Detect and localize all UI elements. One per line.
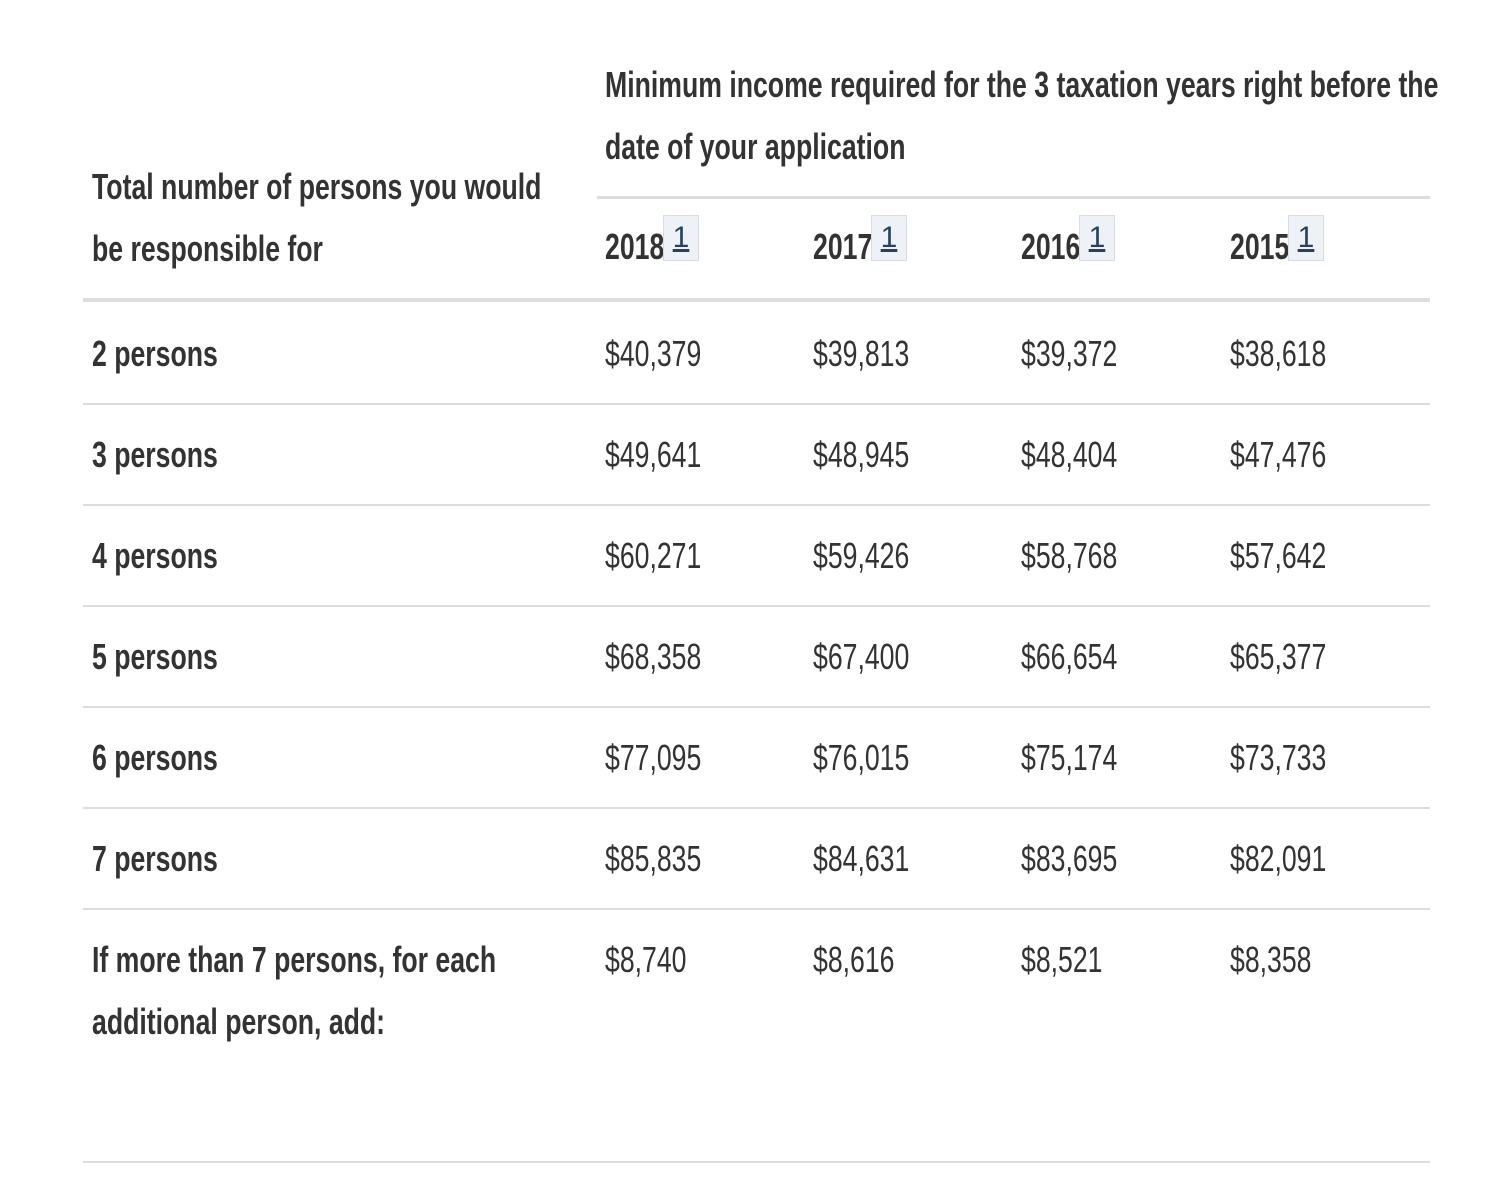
cell-value: $67,400 — [813, 636, 910, 677]
row-divider — [83, 807, 1430, 809]
cell-value: $39,813 — [813, 333, 910, 374]
cell-value: $77,095 — [605, 737, 702, 778]
cell-value: $8,521 — [1021, 939, 1103, 980]
cell-value: $48,945 — [813, 434, 910, 475]
cell-value: $8,358 — [1230, 939, 1312, 980]
row-divider — [83, 706, 1430, 708]
row-divider — [83, 403, 1430, 405]
row-divider — [83, 504, 1430, 506]
cell-value: $40,379 — [605, 333, 702, 374]
cell-value: $65,377 — [1230, 636, 1327, 677]
year-header: 2015 — [1230, 226, 1290, 267]
cell-value: $82,091 — [1230, 838, 1327, 879]
row-divider — [83, 908, 1430, 910]
cell-value: $84,631 — [813, 838, 910, 879]
cell-value: $75,174 — [1021, 737, 1118, 778]
row-label: 2 persons — [92, 333, 218, 374]
cell-value: $73,733 — [1230, 737, 1327, 778]
cell-value: $59,426 — [813, 535, 910, 576]
cell-value: $68,358 — [605, 636, 702, 677]
row-label: 6 persons — [92, 737, 218, 778]
footnote-link[interactable]: 1 — [663, 215, 699, 261]
row-label: 5 persons — [92, 636, 218, 677]
cell-value: $66,654 — [1021, 636, 1118, 677]
year-header: 2017 — [813, 226, 873, 267]
year-header: 2016 — [1021, 226, 1081, 267]
footnote-link[interactable]: 1 — [1079, 215, 1115, 261]
row-divider — [83, 605, 1430, 607]
cell-value: $8,616 — [813, 939, 895, 980]
cell-value: $76,015 — [813, 737, 910, 778]
row-label: 4 persons — [92, 535, 218, 576]
row-header-label: Total number of persons you would be res… — [92, 166, 542, 269]
divider — [83, 1161, 1430, 1163]
divider — [83, 298, 1430, 302]
column-group-label: Minimum income required for the 3 taxati… — [605, 64, 1439, 167]
year-header: 2018 — [605, 226, 665, 267]
row-label: 3 persons — [92, 434, 218, 475]
cell-value: $48,404 — [1021, 434, 1118, 475]
cell-value: $60,271 — [605, 535, 702, 576]
cell-value: $49,641 — [605, 434, 702, 475]
cell-value: $83,695 — [1021, 838, 1118, 879]
cell-value: $39,372 — [1021, 333, 1118, 374]
footnote-link[interactable]: 1 — [871, 215, 907, 261]
row-label: If more than 7 persons, for each additio… — [92, 939, 497, 1042]
cell-value: $8,740 — [605, 939, 687, 980]
cell-value: $58,768 — [1021, 535, 1118, 576]
cell-value: $47,476 — [1230, 434, 1327, 475]
cell-value: $57,642 — [1230, 535, 1327, 576]
cell-value: $85,835 — [605, 838, 702, 879]
footnote-link[interactable]: 1 — [1288, 215, 1324, 261]
row-label: 7 persons — [92, 838, 218, 879]
cell-value: $38,618 — [1230, 333, 1327, 374]
divider — [597, 196, 1430, 199]
